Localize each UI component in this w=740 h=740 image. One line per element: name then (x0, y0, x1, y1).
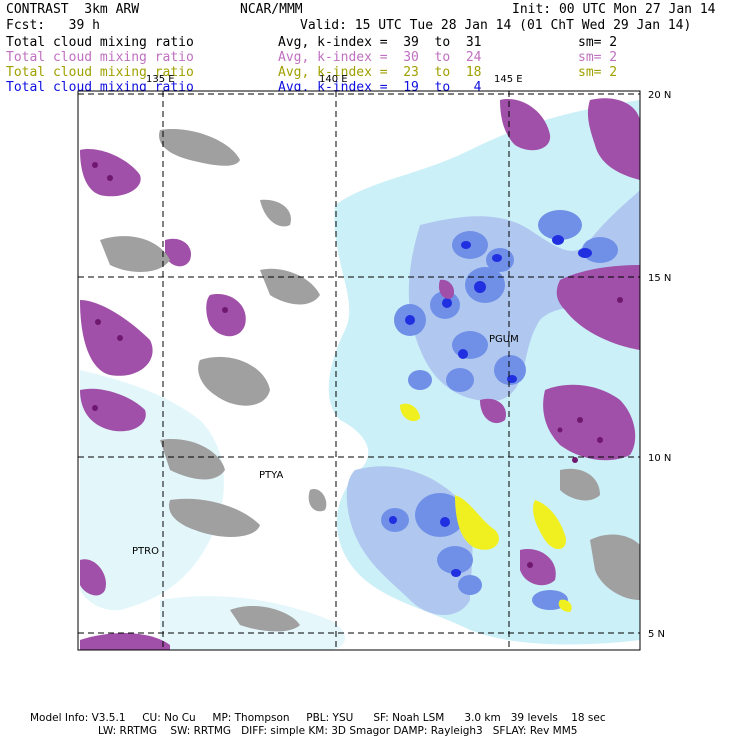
station-label-ptya: PTYA (259, 470, 283, 481)
lat-label-10n: 10 N (648, 453, 671, 464)
field-smooth-2: sm= 2 (578, 50, 618, 65)
lat-lon-grid (78, 91, 640, 650)
lon-label-140e: 140 E (319, 74, 348, 85)
forecast-hour: Fcst: 39 h (6, 18, 100, 33)
field-kindex-1: Avg, k-index = 39 to 31 (278, 35, 482, 50)
model-info-line1: Model Info: V3.5.1 CU: No Cu MP: Thompso… (30, 712, 606, 724)
station-label-pgum: PGUM (489, 334, 519, 345)
core-cloud-cells (389, 235, 592, 577)
field-kindex-3: Avg, k-index = 23 to 18 (278, 65, 482, 80)
heavy-cloud-cells (381, 210, 618, 610)
field-smooth-1: sm= 2 (578, 35, 618, 50)
low-level-cloud-streaks (100, 129, 640, 632)
lat-label-15n: 15 N (648, 273, 671, 284)
field-smooth-3: sm= 2 (578, 65, 618, 80)
institution-label: NCAR/MMM (240, 2, 303, 17)
lon-label-135e: 135 E (146, 74, 175, 85)
lon-label-145e: 145 E (494, 74, 523, 85)
map-frame (77, 90, 641, 651)
cloud-field-layers (80, 98, 640, 650)
lat-label-20n: 20 N (648, 90, 671, 101)
station-label-ptro: PTRO (132, 546, 159, 557)
field-name-1: Total cloud mixing ratio (6, 35, 194, 50)
dense-cloud-speckles (92, 162, 623, 568)
init-time: Init: 00 UTC Mon 27 Jan 14 (512, 2, 716, 17)
field-name-3: Total cloud mixing ratio (6, 65, 194, 80)
valid-time: Valid: 15 UTC Tue 28 Jan 14 (01 ChT Wed … (300, 18, 692, 33)
high-cloud-patches (80, 98, 640, 650)
model-info-line2: LW: RRTMG SW: RRTMG DIFF: simple KM: 3D … (98, 725, 578, 737)
field-kindex-2: Avg, k-index = 30 to 24 (278, 50, 482, 65)
lat-label-5n: 5 N (648, 629, 665, 640)
model-title: CONTRAST 3km ARW (6, 2, 140, 17)
field-name-2: Total cloud mixing ratio (6, 50, 194, 65)
